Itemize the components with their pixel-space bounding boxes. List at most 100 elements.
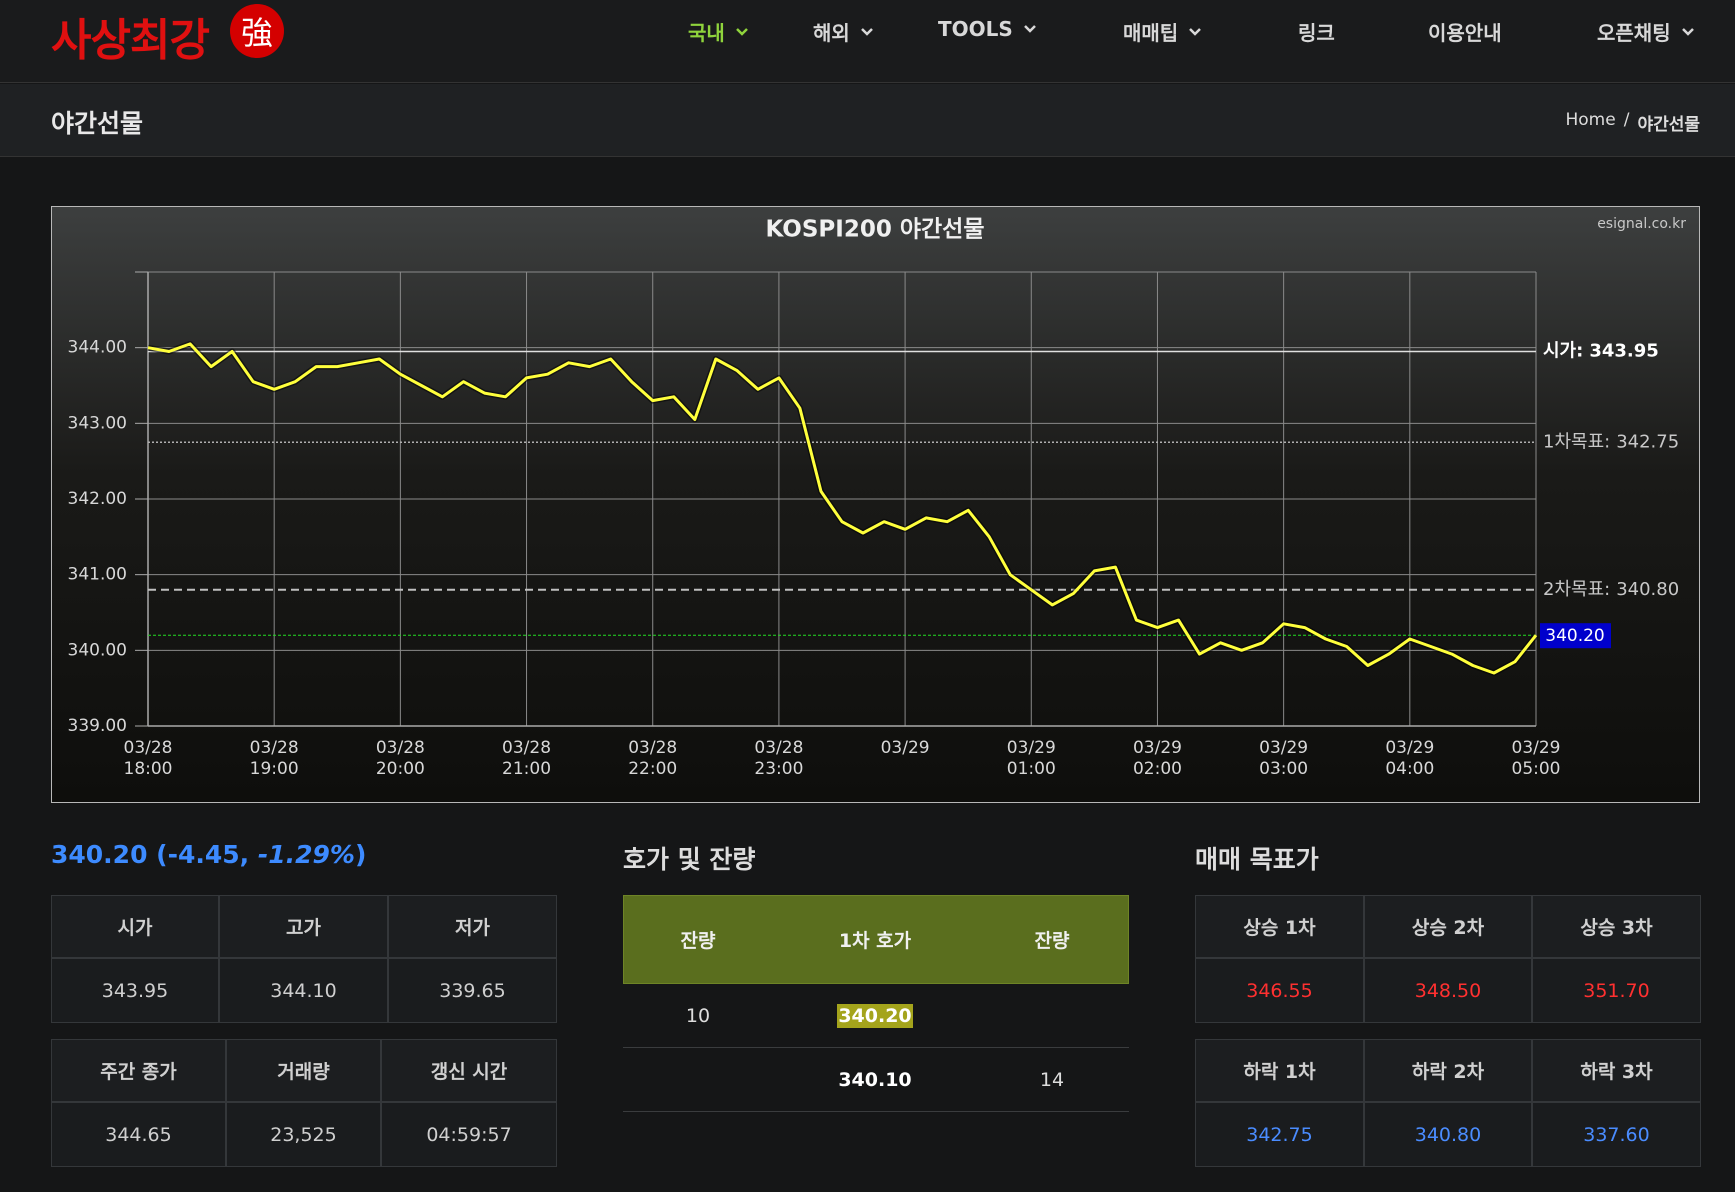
reference-name: 2차목표:	[1543, 579, 1610, 600]
table-header: 고가	[219, 895, 388, 958]
x-tick-label: 03/29	[1512, 738, 1561, 758]
y-tick-label: 339.00	[68, 716, 127, 736]
nav-label: 링크	[1298, 21, 1335, 45]
table-value: 346.55	[1195, 958, 1364, 1023]
y-tick-label: 343.00	[68, 413, 127, 433]
line-series	[147, 342, 1538, 675]
summary-part: 340.20 (-4.45,	[51, 840, 258, 869]
table-header: 갱신 시간	[381, 1039, 557, 1102]
current-box	[1540, 623, 1611, 649]
chevron-line	[1023, 25, 1036, 33]
order-header: 1차 호가	[838, 930, 912, 952]
table-value: 337.60	[1532, 1102, 1701, 1167]
table-header: 하락 3차	[1532, 1039, 1701, 1102]
table-header: 주간 종가	[51, 1039, 226, 1102]
x-tick-label: 03/29	[1007, 738, 1056, 758]
breadcrumb-item[interactable]: Home	[1565, 110, 1616, 130]
x-tick-label: 03:00	[1259, 759, 1308, 779]
chevron-line	[860, 27, 873, 36]
x-tick-label: 20:00	[376, 759, 425, 779]
reference-value: 340.80	[1616, 579, 1679, 600]
summary-part: -1.29%	[257, 840, 355, 869]
nav-label: 이용안내	[1428, 21, 1502, 45]
chart-frame	[51, 206, 1700, 803]
x-tick-label: 19:00	[250, 759, 299, 779]
x-tick-label: 04:00	[1385, 759, 1434, 779]
table-header: 하락 1차	[1195, 1039, 1364, 1102]
table-header: 상승 1차	[1195, 895, 1364, 958]
reference-value: 343.95	[1589, 340, 1658, 361]
table-header: 상승 2차	[1364, 895, 1532, 958]
chevron	[735, 27, 748, 36]
order-value: 10	[685, 1005, 711, 1027]
nav-label: 매매팁	[1123, 21, 1179, 45]
x-tick-label: 02:00	[1133, 759, 1182, 779]
x-tick-label: 01:00	[1007, 759, 1056, 779]
nav-label: 해외	[813, 21, 850, 45]
nav-item[interactable]: 매매팁	[1123, 17, 1202, 46]
nav-label: 오픈채팅	[1597, 21, 1671, 45]
chevron	[1189, 27, 1202, 36]
y-tick-label: 342.00	[68, 489, 127, 509]
table-header: 시가	[51, 895, 219, 958]
logo: 사상최강	[51, 15, 210, 66]
order-row-border	[623, 1047, 1129, 1048]
summary-part: )	[354, 840, 367, 869]
x-tick-label: 03/29	[1259, 738, 1308, 758]
nav-item[interactable]: 해외	[813, 17, 874, 46]
x-tick-label: 03/28	[628, 738, 677, 758]
nav-label: 국내	[688, 21, 725, 45]
y-tick-label: 344.00	[68, 338, 127, 358]
reference-value: 342.75	[1616, 431, 1679, 452]
reference-label: 시가: 343.95	[1543, 340, 1659, 361]
table-header: 거래량	[226, 1039, 381, 1102]
breadcrumb-item: /	[1623, 110, 1630, 130]
order-value: 340.20	[837, 1004, 913, 1028]
chevron	[860, 27, 873, 36]
x-tick-label: 03/28	[376, 738, 425, 758]
y-tick-label: 341.00	[68, 565, 127, 585]
table-header: 하락 2차	[1364, 1039, 1532, 1102]
table-value: 339.65	[388, 958, 557, 1023]
table-header: 상승 3차	[1532, 895, 1701, 958]
chevron	[1023, 25, 1036, 33]
nav-item[interactable]: 국내	[688, 17, 749, 46]
chevron-line	[735, 27, 748, 36]
breadcrumb: Home / 야간선물	[1566, 110, 1701, 135]
x-tick-label: 03/29	[1385, 738, 1434, 758]
table-value: 342.75	[1195, 1102, 1364, 1167]
x-tick-label: 03/28	[754, 738, 803, 758]
section-title: 매매 목표가	[1195, 845, 1319, 874]
source: esignal.co.kr	[1597, 216, 1686, 232]
table-value: 344.10	[219, 958, 388, 1023]
order-header-bg	[623, 895, 1129, 984]
nav-bar: 사상최강 強 국내 해외 TOOLS 매매팁 링크 이용안내 오픈채팅	[0, 0, 1735, 83]
x-tick-label: 03/28	[502, 738, 551, 758]
table-value: 23,525	[226, 1102, 381, 1167]
x-tick-label: 22:00	[628, 759, 677, 779]
order-header: 잔량	[1034, 930, 1070, 952]
x-tick-label: 03/29	[1133, 738, 1182, 758]
table-value: 344.65	[51, 1102, 226, 1167]
page-title: 야간선물	[51, 109, 144, 138]
order-row-border	[623, 1111, 1129, 1112]
reference-label: 2차목표: 340.80	[1543, 579, 1679, 600]
chevron-line	[1189, 27, 1202, 36]
y-tick-label: 340.00	[68, 640, 127, 660]
x-tick-label: 03/28	[124, 738, 173, 758]
current-label: 340.20	[1545, 626, 1604, 646]
table-value: 351.70	[1532, 958, 1701, 1023]
summary: 340.20 (-4.45, -1.29%)	[51, 840, 366, 869]
nav-item[interactable]: 이용안내	[1428, 17, 1502, 46]
nav-item[interactable]: 오픈채팅	[1597, 17, 1695, 46]
nav-item[interactable]: 링크	[1298, 17, 1335, 46]
page-header: 야간선물 Home / 야간선물	[0, 84, 1735, 157]
section-title: 호가 및 잔량	[623, 845, 756, 874]
nav-item[interactable]: TOOLS	[938, 17, 1037, 41]
table-value: 340.80	[1364, 1102, 1532, 1167]
table-header: 저가	[388, 895, 557, 958]
order-header: 잔량	[680, 930, 716, 952]
reference-label: 1차목표: 342.75	[1543, 431, 1679, 452]
breadcrumb-item: 야간선물	[1637, 115, 1700, 135]
